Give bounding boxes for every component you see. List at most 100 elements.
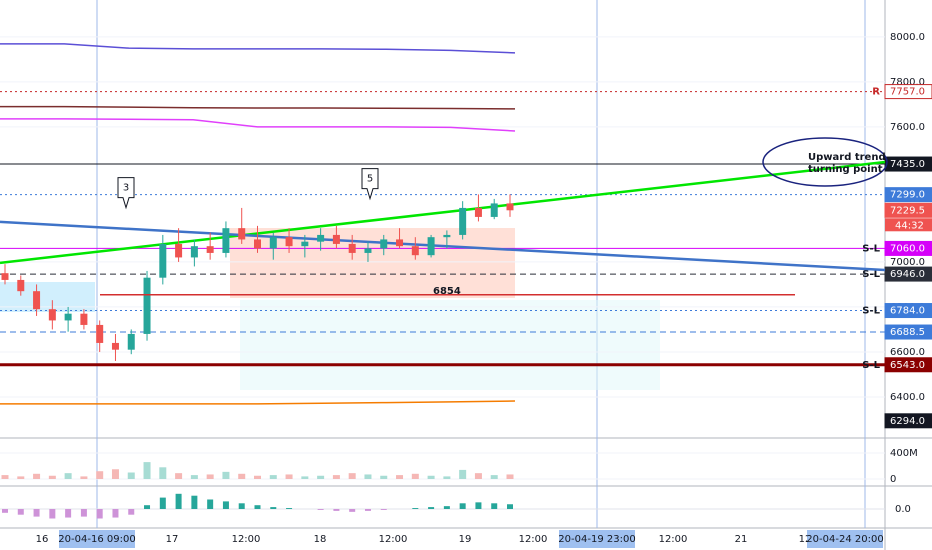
- price-label-box: [884, 156, 932, 172]
- macd-bar: [96, 509, 103, 519]
- macd-bar: [49, 509, 56, 519]
- volume-bar: [269, 475, 277, 479]
- volume-bar: [96, 471, 104, 479]
- price-label-box: [884, 202, 932, 218]
- macd-bar: [491, 503, 498, 509]
- macd-bar: [175, 493, 182, 509]
- volume-bar: [33, 473, 41, 479]
- macd-bar: [254, 505, 261, 509]
- price-label: 6784.0: [890, 306, 925, 317]
- price-label: 6294.0: [890, 416, 925, 427]
- trendline: [0, 160, 886, 265]
- wave-label: 3: [123, 183, 129, 194]
- macd-bar: [128, 509, 135, 515]
- annotation-text: Upward trend: [808, 152, 886, 163]
- y-tick-label: 7000.0: [890, 257, 925, 268]
- candle-body: [317, 234, 325, 242]
- price-label-box: [884, 303, 932, 319]
- candle-body: [222, 228, 230, 253]
- x-tick-label: 12:00: [519, 534, 548, 545]
- level-tag: S-L: [862, 306, 880, 317]
- indicator-line: [0, 118, 516, 132]
- level-tag: S-L: [862, 269, 880, 280]
- volume-bar: [159, 467, 167, 479]
- candle-body: [159, 243, 167, 278]
- candle-body: [206, 246, 214, 253]
- indicator-line: [0, 400, 516, 405]
- wave-callout: [361, 168, 379, 201]
- x-tick-label: 17: [166, 534, 179, 545]
- time-marker-box: [559, 530, 635, 548]
- candle-body: [1, 273, 9, 280]
- macd-bar: [112, 509, 119, 518]
- macd-bar: [207, 499, 214, 509]
- price-label: 7435.0: [890, 159, 925, 170]
- volume-bar: [254, 475, 261, 479]
- macd-bar: [412, 508, 419, 509]
- volume-bar: [80, 476, 88, 479]
- volume-bar: [285, 474, 293, 479]
- candle-body: [175, 243, 183, 258]
- macd-bar: [507, 504, 513, 509]
- price-label: 7757.0: [890, 87, 925, 98]
- price-label-box: [884, 266, 932, 282]
- candle-body: [506, 203, 514, 211]
- volume-bar: [190, 475, 198, 479]
- price-label: 6543.0: [890, 360, 925, 371]
- x-tick-label: 19: [459, 534, 472, 545]
- macd-bar: [475, 502, 482, 509]
- volume-bar: [238, 473, 246, 479]
- zone: [0, 282, 95, 312]
- candle-body: [190, 246, 198, 258]
- candle-body: [490, 203, 498, 217]
- macd-bar: [428, 507, 435, 509]
- macd-bar: [380, 509, 387, 510]
- macd-bar: [144, 505, 151, 509]
- volume-tick-label: 0: [890, 474, 896, 485]
- candle-body: [364, 248, 372, 253]
- candle-body: [33, 291, 41, 310]
- time-marker-box: [807, 530, 883, 548]
- level-tag: R: [872, 87, 880, 98]
- candle-body: [348, 243, 356, 253]
- volume-bar: [380, 475, 388, 479]
- volume-bar: [317, 475, 325, 479]
- y-tick-label: 7600.0: [890, 122, 925, 133]
- volume-bar: [175, 473, 183, 479]
- volume-bar: [474, 473, 482, 479]
- macd-bar: [65, 509, 72, 518]
- volume-bar: [127, 472, 135, 479]
- x-tick-label: 21: [735, 534, 748, 545]
- volume-bar: [411, 473, 419, 479]
- macd-bar: [191, 495, 198, 509]
- macd-bar: [459, 503, 466, 509]
- time-marker-box: [59, 530, 135, 548]
- macd-bar: [159, 497, 166, 509]
- price-label-box: [884, 357, 932, 373]
- candle-body: [96, 324, 104, 343]
- candle-body: [332, 234, 340, 244]
- wave-callout: [117, 177, 135, 210]
- x-tick-label: 12:00: [232, 534, 261, 545]
- level-note: 6854: [433, 286, 461, 297]
- candle-body: [238, 228, 246, 240]
- macd-bar: [80, 509, 87, 517]
- volume-bar: [443, 476, 451, 479]
- candle-body: [143, 277, 151, 334]
- zone: [230, 228, 515, 298]
- candle-body: [285, 237, 293, 247]
- volume-bar: [222, 471, 230, 479]
- price-label-box: [884, 324, 932, 340]
- level-tag: S-L: [862, 243, 880, 254]
- countdown-box: [885, 218, 932, 232]
- candle-body: [269, 237, 277, 249]
- candle-body: [64, 313, 72, 321]
- y-tick-label: 7800.0: [890, 77, 925, 88]
- y-tick-label: 8000.0: [890, 32, 925, 43]
- zone: [240, 300, 660, 390]
- macd-bar: [286, 508, 293, 509]
- price-label: 7299.0: [890, 190, 925, 201]
- annotation-text: turning point: [808, 164, 883, 175]
- candle-body: [443, 234, 451, 238]
- volume-bar: [48, 475, 56, 479]
